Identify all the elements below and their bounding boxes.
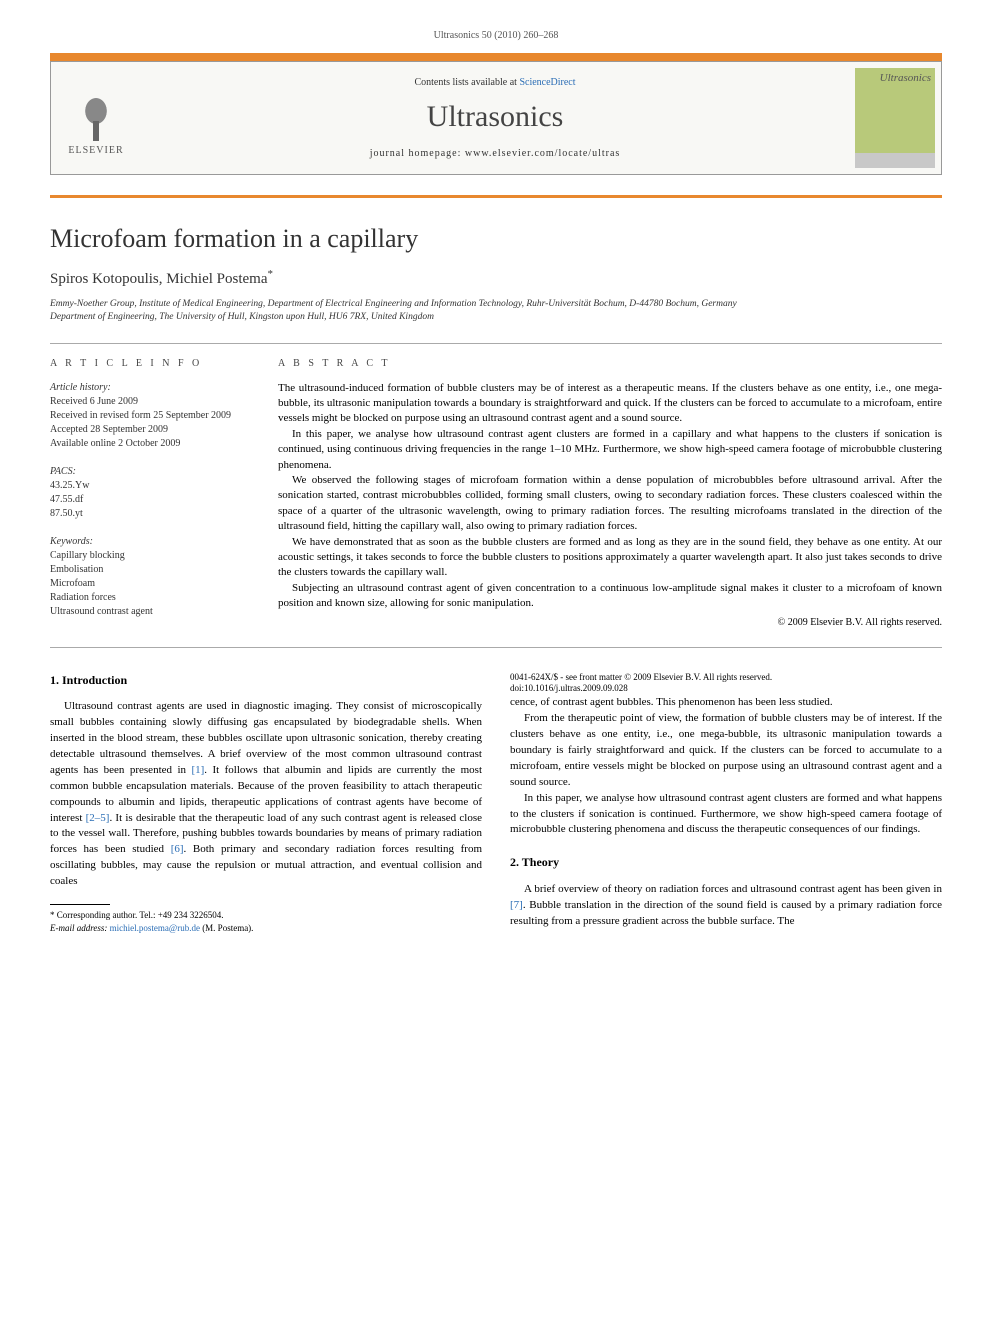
article-info-heading: A R T I C L E I N F O <box>50 358 250 369</box>
keywords-block: Keywords: Capillary blocking Embolisatio… <box>50 535 250 619</box>
section-1-p4: In this paper, we analyse how ultrasound… <box>510 791 942 839</box>
keyword-5: Ultrasound contrast agent <box>50 605 250 619</box>
publisher-name: ELSEVIER <box>68 145 123 156</box>
footnote-separator <box>50 904 110 905</box>
pacs-3: 87.50.yt <box>50 507 250 521</box>
section-2-p1: A brief overview of theory on radiation … <box>510 882 942 930</box>
journal-header-box: ELSEVIER Contents lists available at Sci… <box>50 61 942 175</box>
sec2-p1a: A brief overview of theory on radiation … <box>524 883 942 895</box>
keyword-3: Microfoam <box>50 577 250 591</box>
history-received: Received 6 June 2009 <box>50 395 250 409</box>
keyword-1: Capillary blocking <box>50 549 250 563</box>
affiliations: Emmy-Noether Group, Institute of Medical… <box>50 298 942 325</box>
journal-homepage: journal homepage: www.elsevier.com/locat… <box>141 148 849 159</box>
section-2-heading: 2. Theory <box>510 854 942 871</box>
pacs-block: PACS: 43.25.Yw 47.55.df 87.50.yt <box>50 465 250 521</box>
ref-2-5[interactable]: [2–5] <box>86 812 110 824</box>
elsevier-tree-icon <box>71 81 121 141</box>
bottom-accent-bar <box>50 195 942 198</box>
info-abstract-row: A R T I C L E I N F O Article history: R… <box>50 343 942 648</box>
keyword-4: Radiation forces <box>50 591 250 605</box>
abstract-p1: The ultrasound-induced formation of bubb… <box>278 381 942 427</box>
authors-names: Spiros Kotopoulis, Michiel Postema <box>50 271 268 287</box>
email-label: E-mail address: <box>50 923 110 933</box>
section-1-p3: From the therapeutic point of view, the … <box>510 711 942 791</box>
email-footnote: E-mail address: michiel.postema@rub.de (… <box>50 922 482 935</box>
abstract-heading: A B S T R A C T <box>278 358 942 369</box>
ref-1[interactable]: [1] <box>191 764 204 776</box>
doi-block: 0041-624X/$ - see front matter © 2009 El… <box>510 672 942 695</box>
top-accent-bar <box>50 53 942 61</box>
abstract-p5: Subjecting an ultrasound contrast agent … <box>278 581 942 612</box>
running-header: Ultrasonics 50 (2010) 260–268 <box>50 30 942 41</box>
pacs-1: 43.25.Yw <box>50 479 250 493</box>
abstract-copyright: © 2009 Elsevier B.V. All rights reserved… <box>278 617 942 628</box>
affiliation-1: Emmy-Noether Group, Institute of Medical… <box>50 298 942 311</box>
abstract-p2: In this paper, we analyse how ultrasound… <box>278 427 942 473</box>
abstract-p4: We have demonstrated that as soon as the… <box>278 535 942 581</box>
history-revised: Received in revised form 25 September 20… <box>50 409 250 423</box>
email-link[interactable]: michiel.postema@rub.de <box>110 923 200 933</box>
article-title: Microfoam formation in a capillary <box>50 224 942 254</box>
ref-7[interactable]: [7] <box>510 899 523 911</box>
article-info-column: A R T I C L E I N F O Article history: R… <box>50 358 250 633</box>
abstract-column: A B S T R A C T The ultrasound-induced f… <box>278 358 942 633</box>
abstract-p3: We observed the following stages of micr… <box>278 473 942 535</box>
section-2: 2. Theory A brief overview of theory on … <box>510 854 942 929</box>
keyword-2: Embolisation <box>50 563 250 577</box>
section-1-p2: cence, of contrast agent bubbles. This p… <box>510 695 942 711</box>
corresponding-footnote: * Corresponding author. Tel.: +49 234 32… <box>50 909 482 922</box>
front-matter-line: 0041-624X/$ - see front matter © 2009 El… <box>510 672 772 682</box>
affiliation-2: Department of Engineering, The Universit… <box>50 311 942 324</box>
doi-line: doi:10.1016/j.ultras.2009.09.028 <box>510 683 628 693</box>
history-label: Article history: <box>50 381 250 395</box>
journal-cover-thumb: Ultrasonics <box>855 68 935 168</box>
sciencedirect-link[interactable]: ScienceDirect <box>519 77 575 88</box>
section-1-p1: Ultrasound contrast agents are used in d… <box>50 699 482 890</box>
abstract-text: The ultrasound-induced formation of bubb… <box>278 381 942 612</box>
pacs-label: PACS: <box>50 465 250 479</box>
authors-line: Spiros Kotopoulis, Michiel Postema* <box>50 268 942 288</box>
pacs-2: 47.55.df <box>50 493 250 507</box>
article-history: Article history: Received 6 June 2009 Re… <box>50 381 250 451</box>
contents-available-line: Contents lists available at ScienceDirec… <box>141 77 849 88</box>
body-columns: 1. Introduction Ultrasound contrast agen… <box>50 672 942 939</box>
publisher-logo: ELSEVIER <box>51 63 141 173</box>
email-tail: (M. Postema). <box>200 923 254 933</box>
journal-header-center: Contents lists available at ScienceDirec… <box>141 67 849 169</box>
section-1-heading: 1. Introduction <box>50 672 482 689</box>
contents-available-label: Contents lists available at <box>414 77 519 88</box>
ref-6[interactable]: [6] <box>171 843 184 855</box>
keywords-label: Keywords: <box>50 535 250 549</box>
history-online: Available online 2 October 2009 <box>50 437 250 451</box>
sec2-p1b: . Bubble translation in the direction of… <box>510 899 942 927</box>
journal-title: Ultrasonics <box>141 100 849 134</box>
corresponding-mark: * <box>268 268 274 280</box>
history-accepted: Accepted 28 September 2009 <box>50 423 250 437</box>
journal-cover-title: Ultrasonics <box>880 72 931 84</box>
